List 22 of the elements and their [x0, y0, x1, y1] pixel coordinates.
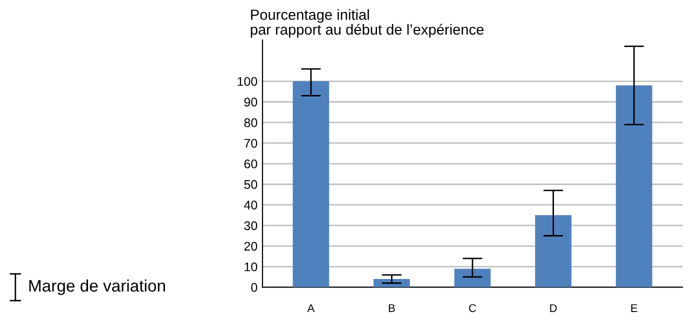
bar: [454, 268, 491, 288]
bar: [616, 85, 652, 288]
y-axis-title: Pourcentage initial par rapport au début de l’expérience: [250, 9, 484, 38]
y-tick-label: 100: [238, 77, 258, 86]
x-tick-label: E: [631, 304, 638, 312]
y-tick-label: 20: [244, 242, 258, 251]
bar: [292, 81, 330, 288]
y-tick-label: 50: [244, 180, 258, 189]
y-tick-label: 30: [244, 221, 258, 230]
y-tick-label: 80: [244, 118, 258, 128]
y-tick-label: 70: [244, 138, 258, 148]
y-tick-label: 10: [244, 262, 258, 272]
x-tick-label: B: [388, 304, 395, 312]
x-tick-label: D: [550, 304, 557, 312]
y-tick-label: 0: [251, 283, 258, 292]
y-tick-label: 40: [244, 200, 258, 210]
bar: [535, 215, 572, 288]
y-tick-label: 60: [244, 159, 258, 168]
y-tick-label: 90: [244, 98, 258, 107]
x-tick-label: C: [469, 304, 476, 312]
text: Marge de variation: [29, 279, 165, 296]
x-tick-label: A: [307, 304, 315, 312]
